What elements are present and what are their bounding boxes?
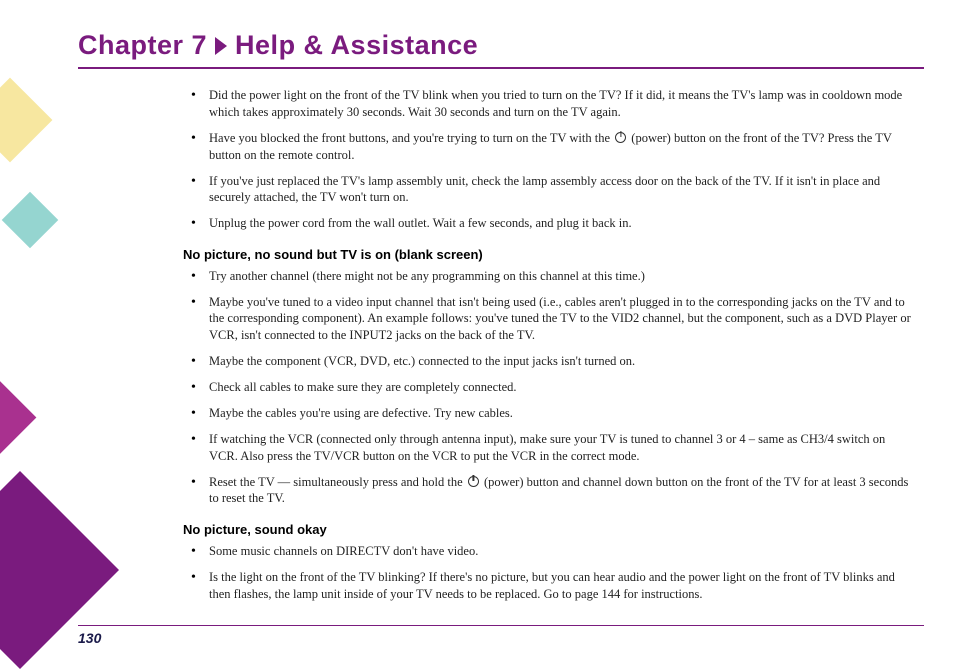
- section-heading-no-picture-no-sound: No picture, no sound but TV is on (blank…: [183, 246, 914, 264]
- list-item: Did the power light on the front of the …: [183, 87, 914, 121]
- page-number: 130: [78, 630, 101, 646]
- list-item: If watching the VCR (connected only thro…: [183, 431, 914, 465]
- page-content: Chapter 7 Help & Assistance Did the powe…: [78, 30, 924, 611]
- list-item: Is the light on the front of the TV blin…: [183, 569, 914, 603]
- bullet-list-section1: Try another channel (there might not be …: [183, 268, 914, 508]
- list-item: Maybe the cables you're using are defect…: [183, 405, 914, 422]
- chapter-heading: Chapter 7 Help & Assistance: [78, 30, 924, 61]
- section-heading-no-picture-sound-ok: No picture, sound okay: [183, 521, 914, 539]
- list-item: Maybe the component (VCR, DVD, etc.) con…: [183, 353, 914, 370]
- bullet-list-intro: Did the power light on the front of the …: [183, 87, 914, 232]
- decoration-diamond-yellow: [0, 78, 52, 163]
- decoration-diamond-teal: [2, 192, 59, 249]
- list-item: Unplug the power cord from the wall outl…: [183, 215, 914, 232]
- list-item: Maybe you've tuned to a video input chan…: [183, 294, 914, 345]
- list-item: Check all cables to make sure they are c…: [183, 379, 914, 396]
- body-content: Did the power light on the front of the …: [183, 87, 914, 602]
- list-item: Some music channels on DIRECTV don't hav…: [183, 543, 914, 560]
- list-item: If you've just replaced the TV's lamp as…: [183, 173, 914, 207]
- power-icon: [615, 132, 626, 143]
- title-divider: [78, 67, 924, 69]
- power-icon: [468, 476, 479, 487]
- footer-divider: [78, 625, 924, 626]
- list-item: Try another channel (there might not be …: [183, 268, 914, 285]
- list-item: Reset the TV — simultaneously press and …: [183, 474, 914, 508]
- bullet-list-section2: Some music channels on DIRECTV don't hav…: [183, 543, 914, 603]
- list-item: Have you blocked the front buttons, and …: [183, 130, 914, 164]
- chapter-title-text: Help & Assistance: [235, 30, 478, 61]
- chapter-prefix: Chapter 7: [78, 30, 207, 61]
- decoration-diamond-magenta-small: [0, 379, 36, 457]
- chapter-arrow-icon: [215, 37, 227, 55]
